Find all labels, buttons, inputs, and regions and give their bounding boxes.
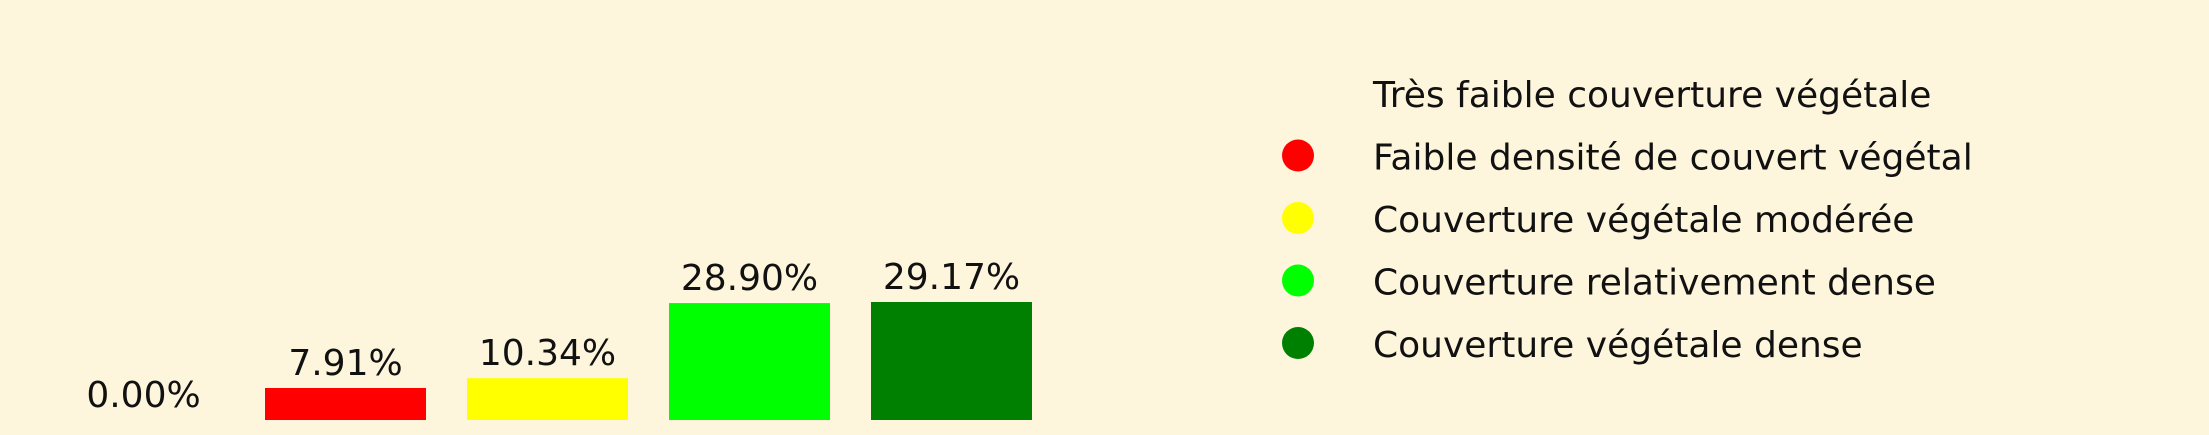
legend-label-3: Couverture végétale modérée — [1373, 200, 1914, 241]
data-label-5: 29.17% — [883, 257, 1020, 298]
bar-2 — [265, 388, 426, 420]
legend-marker-5 — [1282, 327, 1314, 359]
legend-label-5: Couverture végétale dense — [1373, 325, 1863, 366]
bar-4 — [669, 303, 830, 420]
legend-label-1: Très faible couverture végétale — [1372, 75, 1931, 116]
legend-marker-3 — [1282, 202, 1314, 234]
legend-marker-4 — [1282, 264, 1314, 297]
legend-marker-2 — [1282, 139, 1314, 172]
legend-marker-1 — [1282, 77, 1314, 109]
legend: Très faible couverture végétale Faible de… — [1282, 75, 1973, 366]
data-labels: 0.00% 7.91% 10.34% 28.90% 29.17% — [86, 257, 1020, 416]
bar-5 — [871, 302, 1032, 420]
data-label-1: 0.00% — [86, 375, 200, 416]
bar-3 — [467, 378, 628, 420]
data-label-2: 7.91% — [288, 343, 402, 384]
data-label-4: 28.90% — [681, 258, 818, 299]
legend-label-4: Couverture relativement dense — [1373, 263, 1936, 304]
legend-label-2: Faible densité de couvert végétal — [1373, 138, 1973, 179]
data-label-3: 10.34% — [479, 333, 616, 374]
bars — [265, 302, 1032, 420]
